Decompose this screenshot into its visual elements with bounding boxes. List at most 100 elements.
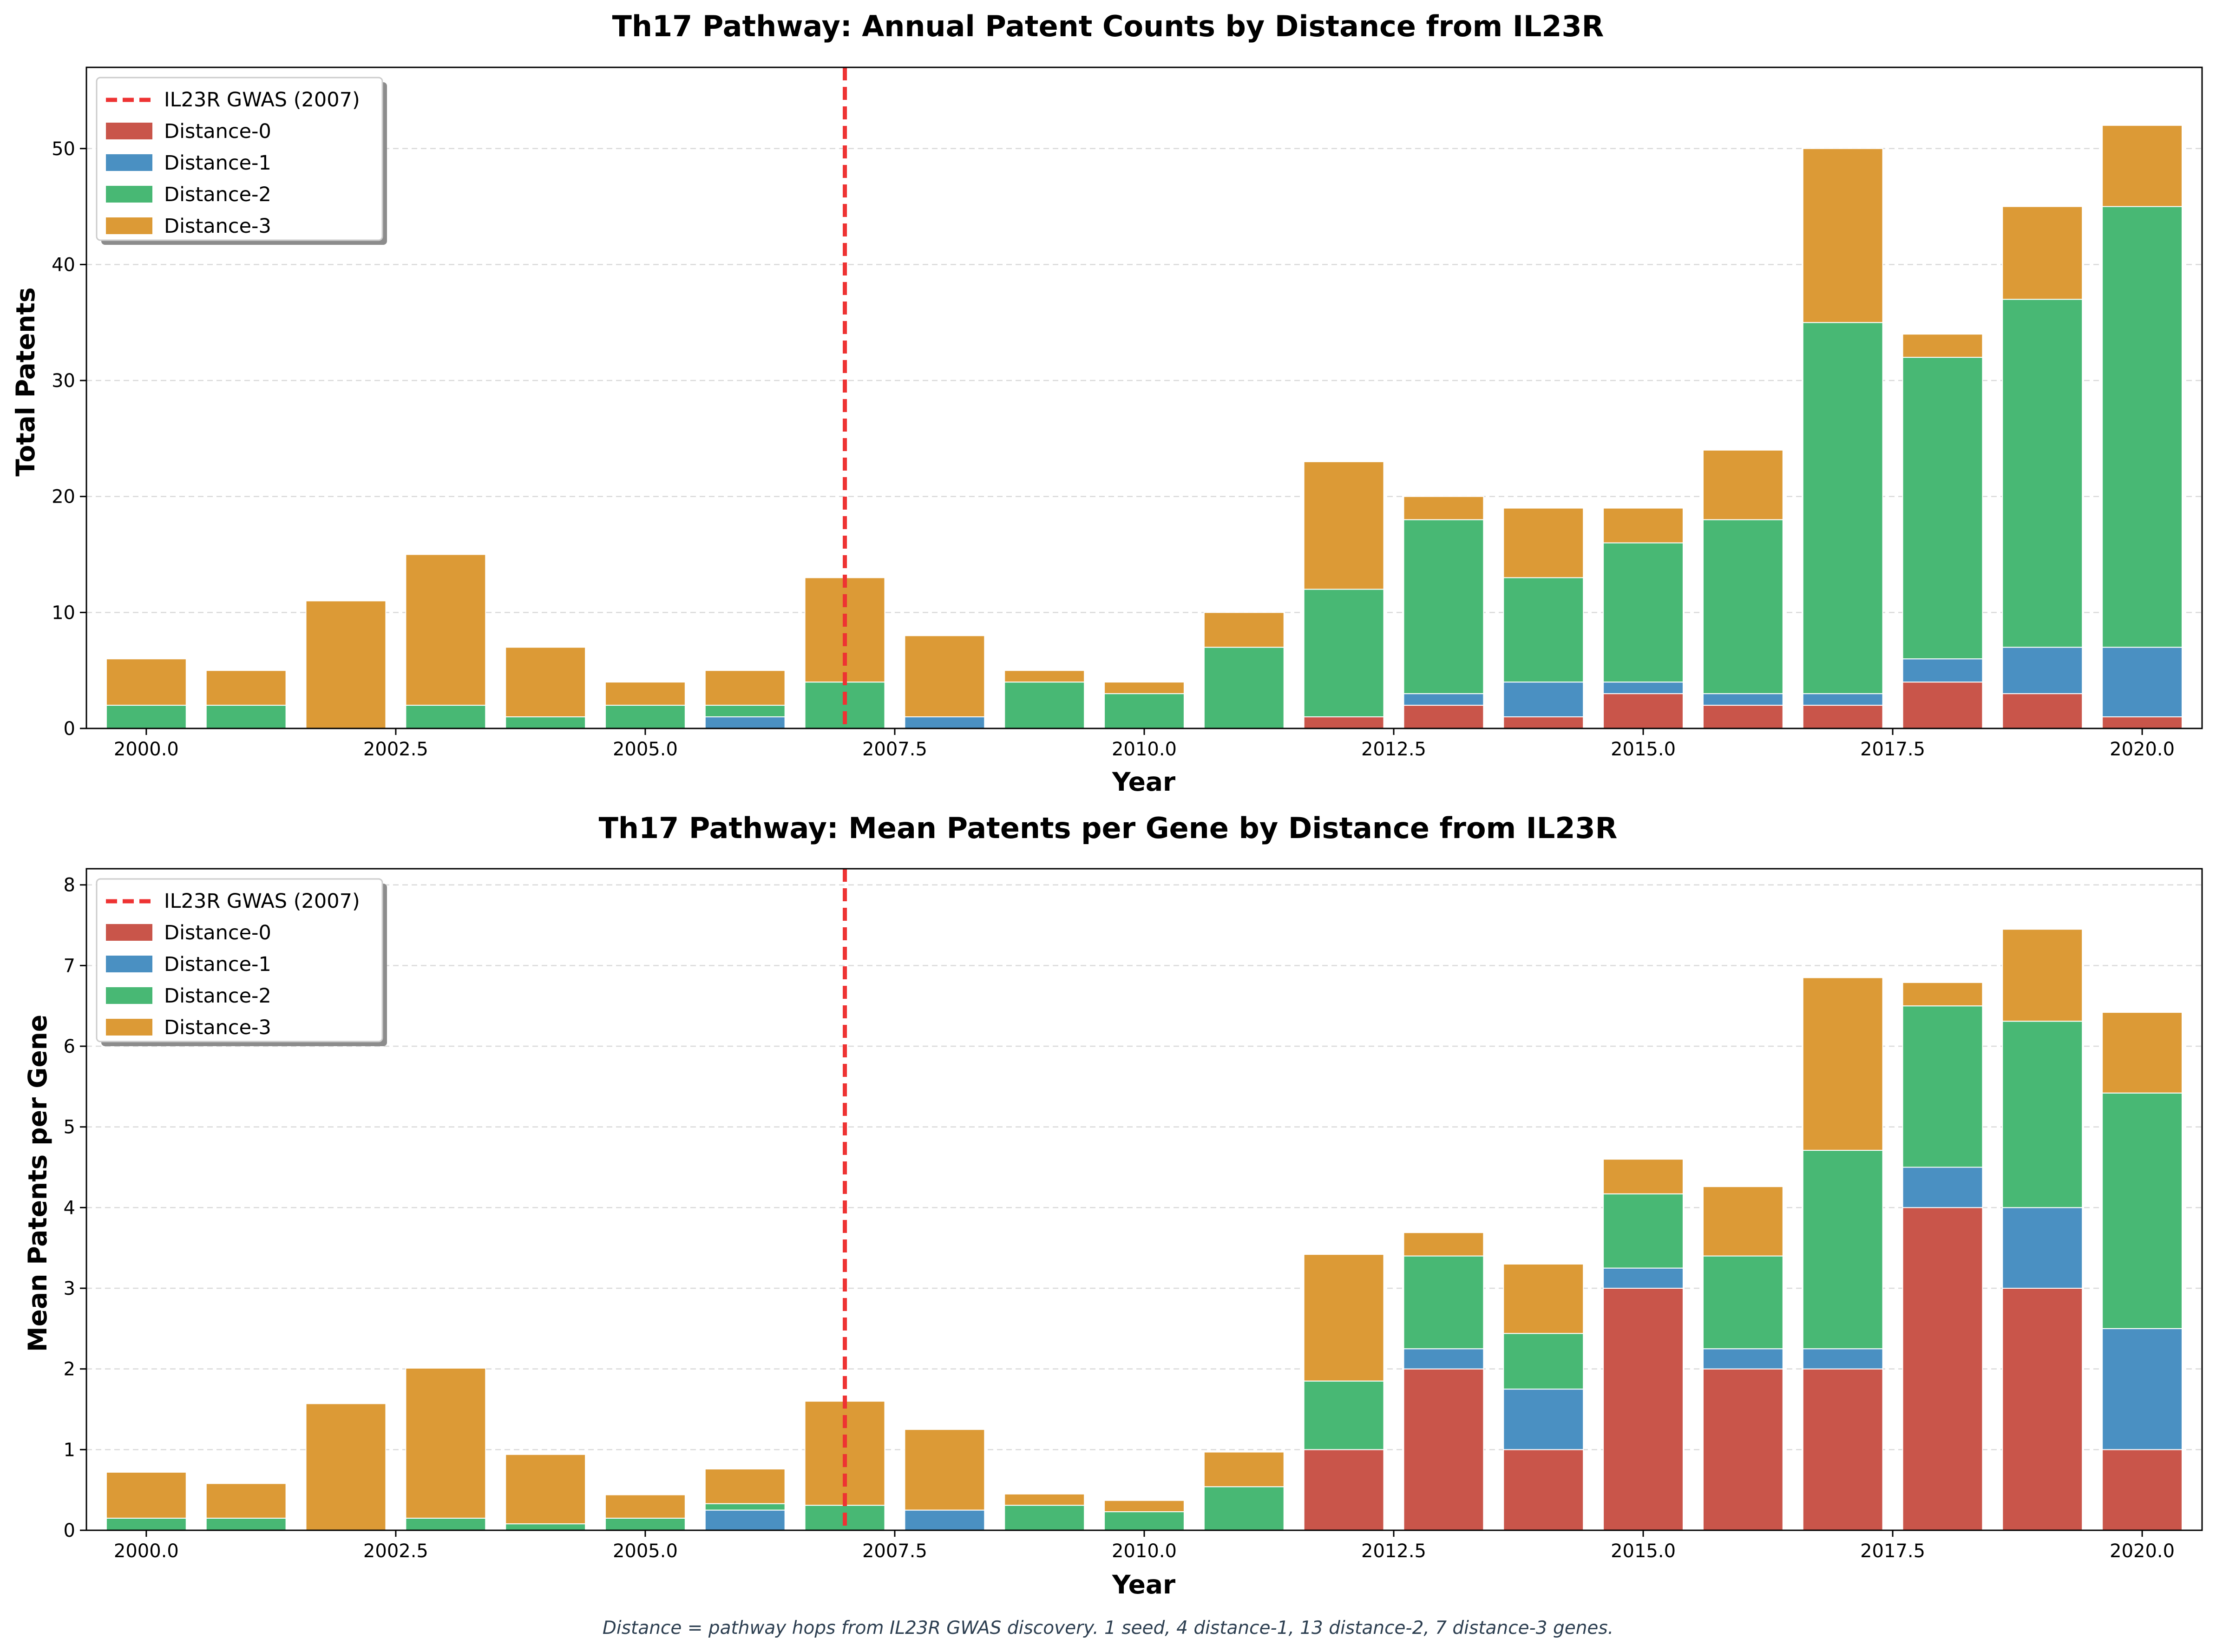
bar-distance-3-2017 [1803, 977, 1883, 1150]
bar-distance-0-2014 [1503, 717, 1583, 728]
bar-distance-0-2012 [1304, 1449, 1384, 1530]
bar-distance-3-2020 [2102, 1012, 2182, 1093]
x-tick-label: 2000.0 [114, 739, 179, 760]
x-tick-label: 2015.0 [1611, 739, 1676, 760]
bar-distance-0-2016 [1703, 705, 1783, 728]
x-tick-label: 2005.0 [613, 1541, 678, 1562]
bar-distance-3-2004 [505, 1455, 585, 1524]
bar-distance-2-2013 [1404, 1256, 1484, 1349]
legend-swatch-distance-2 [106, 987, 152, 1004]
legend-label-distance-3: Distance-3 [164, 1016, 271, 1039]
bar-distance-1-2017 [1803, 694, 1883, 705]
bar-distance-3-2014 [1503, 508, 1583, 578]
x-tick-label: 2005.0 [613, 739, 678, 760]
y-tick-label: 30 [52, 370, 75, 392]
bar-distance-2-2012 [1304, 1381, 1384, 1450]
bar-distance-3-2005 [605, 682, 685, 705]
bar-distance-3-2004 [505, 647, 585, 717]
x-tick-label: 2007.5 [862, 739, 927, 760]
bar-distance-0-2012 [1304, 717, 1384, 728]
legend-label-distance-1: Distance-1 [164, 953, 271, 976]
bar-distance-0-2016 [1703, 1369, 1783, 1530]
bar-distance-2-2009 [1004, 682, 1084, 728]
bar-distance-0-2014 [1503, 1449, 1583, 1530]
bar-distance-1-2014 [1503, 682, 1583, 717]
x-tick-label: 2012.5 [1361, 1541, 1426, 1562]
legend-swatch-distance-1 [106, 956, 152, 972]
bar-distance-2-2004 [505, 717, 585, 728]
bar-distance-3-2003 [406, 555, 485, 706]
bar-distance-1-2017 [1803, 1349, 1883, 1369]
bar-distance-3-2020 [2102, 125, 2182, 207]
bar-distance-2-2003 [406, 705, 485, 728]
bar-distance-0-2018 [1903, 682, 1983, 728]
bar-distance-3-2009 [1004, 670, 1084, 682]
bar-distance-3-2003 [406, 1368, 485, 1518]
chart-title: Th17 Pathway: Annual Patent Counts by Di… [612, 9, 1604, 43]
x-tick-label: 2010.0 [1112, 739, 1177, 760]
bar-distance-3-2014 [1503, 1264, 1583, 1333]
bar-distance-2-2015 [1603, 1194, 1683, 1268]
y-tick-label: 7 [64, 955, 75, 977]
x-tick-label: 2012.5 [1361, 739, 1426, 760]
bar-distance-3-2000 [106, 659, 186, 705]
bar-distance-3-2008 [905, 636, 984, 717]
bar-distance-3-2005 [605, 1495, 685, 1518]
bar-distance-3-2006 [705, 670, 785, 705]
y-tick-label: 2 [64, 1359, 75, 1380]
legend-swatch-distance-3 [106, 1019, 152, 1036]
bar-distance-2-2016 [1703, 520, 1783, 694]
bar-distance-2-2006 [705, 1504, 785, 1510]
x-axis-label: Year [1112, 1570, 1175, 1600]
bar-distance-2-2005 [605, 705, 685, 728]
legend-label-distance-0: Distance-0 [164, 921, 271, 944]
bar-distance-2-2003 [406, 1518, 485, 1530]
bar-distance-3-2010 [1104, 1501, 1184, 1512]
bar-distance-3-2010 [1104, 682, 1184, 694]
bar-distance-3-2019 [2002, 929, 2082, 1021]
bar-distance-1-2014 [1503, 1389, 1583, 1449]
y-tick-label: 10 [52, 602, 75, 623]
bar-distance-1-2006 [705, 1510, 785, 1530]
bar-distance-3-2012 [1304, 1254, 1384, 1381]
bar-distance-1-2016 [1703, 694, 1783, 705]
x-tick-label: 2017.5 [1860, 739, 1925, 760]
bar-distance-2-2015 [1603, 543, 1683, 682]
bar-distance-2-2000 [106, 705, 186, 728]
bar-distance-0-2013 [1404, 1369, 1484, 1530]
bar-distance-2-2013 [1404, 520, 1484, 694]
bar-distance-1-2019 [2002, 1207, 2082, 1288]
bar-distance-3-2018 [1903, 334, 1983, 357]
bar-distance-0-2015 [1603, 694, 1683, 728]
y-tick-label: 4 [64, 1197, 75, 1219]
x-tick-label: 2020.0 [2110, 739, 2175, 760]
bar-distance-3-2012 [1304, 462, 1384, 590]
x-tick-label: 2000.0 [114, 1541, 179, 1562]
bar-distance-2-2012 [1304, 589, 1384, 717]
bar-distance-2-2014 [1503, 577, 1583, 682]
bar-distance-3-2013 [1404, 1232, 1484, 1256]
bar-distance-3-2018 [1903, 983, 1983, 1006]
y-tick-label: 50 [52, 138, 75, 160]
bar-distance-2-2018 [1903, 1006, 1983, 1167]
bar-distance-3-2001 [206, 670, 286, 705]
bar-distance-3-2016 [1703, 450, 1783, 520]
y-tick-label: 5 [64, 1117, 75, 1138]
bar-distance-1-2018 [1903, 1167, 1983, 1208]
y-tick-label: 6 [64, 1036, 75, 1057]
x-tick-label: 2002.5 [363, 739, 428, 760]
bar-distance-0-2018 [1903, 1207, 1983, 1530]
bar-distance-3-2015 [1603, 508, 1683, 543]
bar-distance-3-2002 [306, 601, 386, 728]
bar-distance-3-2011 [1204, 1452, 1284, 1487]
bar-distance-3-2002 [306, 1403, 386, 1530]
y-tick-label: 0 [64, 718, 75, 740]
y-tick-label: 20 [52, 486, 75, 508]
bar-distance-2-2018 [1903, 357, 1983, 659]
bar-distance-1-2020 [2102, 647, 2182, 717]
bar-distance-3-2019 [2002, 207, 2082, 300]
bar-distance-1-2013 [1404, 694, 1484, 705]
bar-distance-0-2020 [2102, 1449, 2182, 1530]
bar-distance-3-2000 [106, 1472, 186, 1518]
